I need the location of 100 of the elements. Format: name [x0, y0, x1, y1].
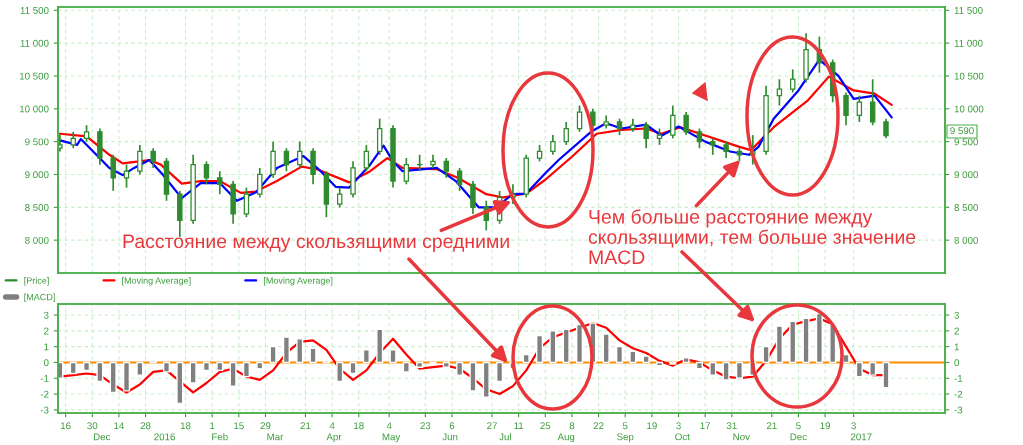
candlestick: [843, 91, 849, 127]
candlestick: [137, 144, 143, 176]
bar: [362, 349, 370, 364]
y2-tick-label: 11 000: [954, 39, 983, 47]
bar: [762, 345, 770, 364]
candlestick: [270, 140, 276, 179]
bar: [309, 347, 317, 364]
bar: [536, 334, 544, 364]
bar: [735, 361, 743, 379]
x2-tick-label: Dec: [790, 433, 807, 441]
x2-tick-label: Dec: [93, 433, 111, 441]
bar: [389, 349, 397, 364]
bar: [376, 328, 384, 364]
y-tick-label: 3: [43, 311, 49, 319]
y2-tick-label: 10 000: [954, 105, 984, 113]
candlestick: [790, 68, 796, 94]
candlestick: [550, 134, 556, 156]
bar: [802, 317, 810, 364]
x-tick-label: 11: [514, 422, 524, 430]
x-tick-label: 27: [487, 422, 497, 430]
bar: [269, 345, 277, 364]
annotation: Расстояние между скользящими средними: [123, 234, 509, 252]
y2-tick-label: 9 500: [954, 138, 978, 146]
x2-tick-label: Apr: [326, 433, 342, 443]
bar: [189, 361, 197, 384]
y2-tick-label: 0: [954, 359, 960, 367]
x-tick-label: 23: [420, 422, 431, 430]
candlestick: [670, 104, 676, 140]
x-tick-label: 3: [851, 422, 856, 430]
candlestick: [643, 121, 649, 150]
candlestick: [403, 157, 410, 186]
y2-tick-label: -2: [954, 390, 963, 398]
candlestick: [110, 153, 116, 192]
bar: [416, 361, 424, 368]
bar: [349, 361, 357, 375]
y-tick-label: 11 000: [20, 39, 49, 47]
x-tick-label: 29: [260, 422, 271, 430]
candlestick: [470, 180, 476, 215]
candlestick: [683, 111, 689, 136]
candlestick: [257, 167, 263, 199]
bar: [83, 361, 91, 372]
bar: [882, 361, 890, 389]
bar: [682, 357, 690, 364]
bar: [242, 361, 250, 378]
bar: [869, 361, 877, 376]
y-tick-label: 10 500: [19, 72, 49, 80]
x-tick-label: 4: [386, 422, 392, 430]
bar: [602, 333, 610, 364]
x2-tick-label: Aug: [557, 433, 575, 443]
y-tick-label: 11 500: [20, 7, 49, 14]
bar: [562, 328, 570, 364]
x-tick-label: 6: [449, 422, 455, 430]
bar: [202, 361, 211, 372]
candlestick: [456, 167, 463, 192]
bar: [522, 353, 530, 364]
legend-label: [Moving Average]: [264, 277, 333, 286]
bar: [709, 361, 717, 376]
y2-tick-label: 3: [954, 311, 960, 319]
bar: [482, 361, 490, 398]
candlestick: [869, 78, 876, 127]
legend-label: [Price]: [24, 277, 49, 286]
x-tick-label: 21: [766, 422, 777, 430]
y-tick-label: -3: [40, 406, 49, 414]
y-tick-label: 8 000: [25, 236, 49, 244]
y-tick-label: -2: [40, 390, 49, 398]
bar: [789, 320, 797, 364]
bar: [162, 361, 171, 373]
x-tick-label: 15: [234, 422, 244, 430]
bar: [855, 361, 863, 378]
bar: [775, 325, 783, 364]
candlestick: [203, 160, 210, 186]
candlestick: [856, 94, 863, 123]
candlestick: [336, 186, 343, 209]
y-tick-label: 9 000: [25, 171, 49, 179]
x-tick-label: 30: [87, 422, 98, 430]
y2-tick-label: 11 500: [954, 7, 983, 14]
y2-tick-label: 8 000: [954, 236, 978, 244]
bar: [655, 361, 664, 367]
bar: [575, 323, 584, 364]
x2-tick-label: Feb: [212, 433, 228, 441]
bar: [96, 361, 104, 383]
candlestick: [576, 104, 583, 133]
bar: [815, 312, 823, 364]
line-series: [58, 75, 893, 199]
bar: [216, 361, 224, 372]
bar: [456, 361, 464, 376]
x2-tick-label: Nov: [733, 433, 750, 441]
x2-tick-label: Mar: [267, 433, 284, 441]
x-tick-label: 14: [114, 422, 125, 430]
candlestick: [376, 117, 383, 156]
x-tick-label: 21: [300, 422, 311, 430]
bar: [296, 338, 304, 364]
y2-tick-label: -3: [954, 406, 963, 414]
candlestick: [696, 127, 703, 150]
x-tick-label: 17: [700, 422, 711, 430]
y2-tick-label: 10 500: [954, 72, 984, 80]
annotation: Чем больше расстояние между скользящими, тем больше значение MACD: [588, 209, 916, 265]
bar: [109, 361, 117, 394]
x-tick-label: 5: [796, 422, 801, 430]
x-tick-label: 31: [726, 422, 737, 430]
